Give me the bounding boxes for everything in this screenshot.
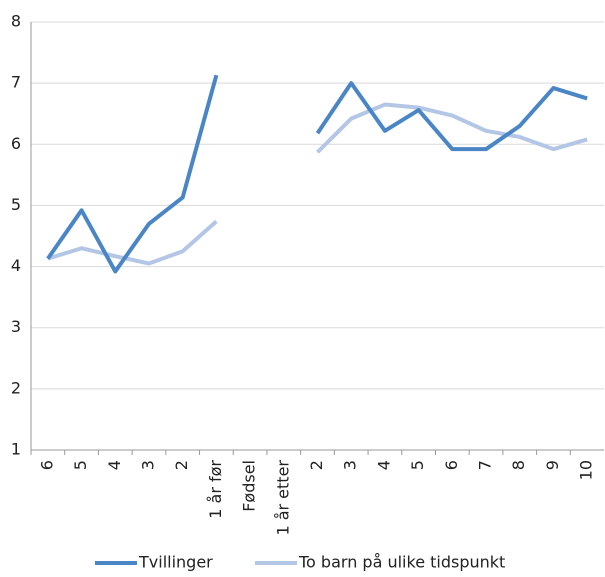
legend-label: To barn på ulike tidspunkt bbox=[298, 553, 505, 572]
x-tick-label: 6 bbox=[442, 460, 461, 470]
y-tick-label: 5 bbox=[11, 195, 21, 214]
y-tick-label: 8 bbox=[11, 12, 21, 31]
y-tick-label: 2 bbox=[11, 378, 21, 397]
x-tick-label: 9 bbox=[543, 460, 562, 470]
x-tick-label: 1 år etter bbox=[273, 460, 292, 536]
x-tick-label: 10 bbox=[577, 460, 596, 480]
x-tick-label: 7 bbox=[476, 460, 495, 470]
series-line bbox=[46, 74, 588, 274]
x-tick-label: 1 år før bbox=[206, 460, 225, 519]
x-tick-label: 8 bbox=[509, 460, 528, 470]
x-tick-label: 5 bbox=[71, 460, 90, 470]
x-tick-label: Fødsel bbox=[240, 460, 259, 512]
x-tick-label: 2 bbox=[307, 460, 326, 470]
x-tick-label: 4 bbox=[105, 460, 124, 470]
x-tick-label: 3 bbox=[138, 460, 157, 470]
y-tick-label: 7 bbox=[11, 73, 21, 92]
y-tick-label: 1 bbox=[11, 440, 21, 459]
y-tick-label: 3 bbox=[11, 317, 21, 336]
x-tick-label: 5 bbox=[408, 460, 427, 470]
series-line bbox=[47, 102, 588, 266]
x-tick-label: 6 bbox=[37, 460, 56, 470]
y-tick-label: 4 bbox=[11, 256, 21, 275]
x-tick-label: 3 bbox=[341, 460, 360, 470]
x-tick-label: 2 bbox=[172, 460, 191, 470]
y-tick-label: 6 bbox=[11, 134, 21, 153]
x-tick-label: 4 bbox=[374, 460, 393, 470]
legend-label: Tvillinger bbox=[138, 553, 213, 572]
